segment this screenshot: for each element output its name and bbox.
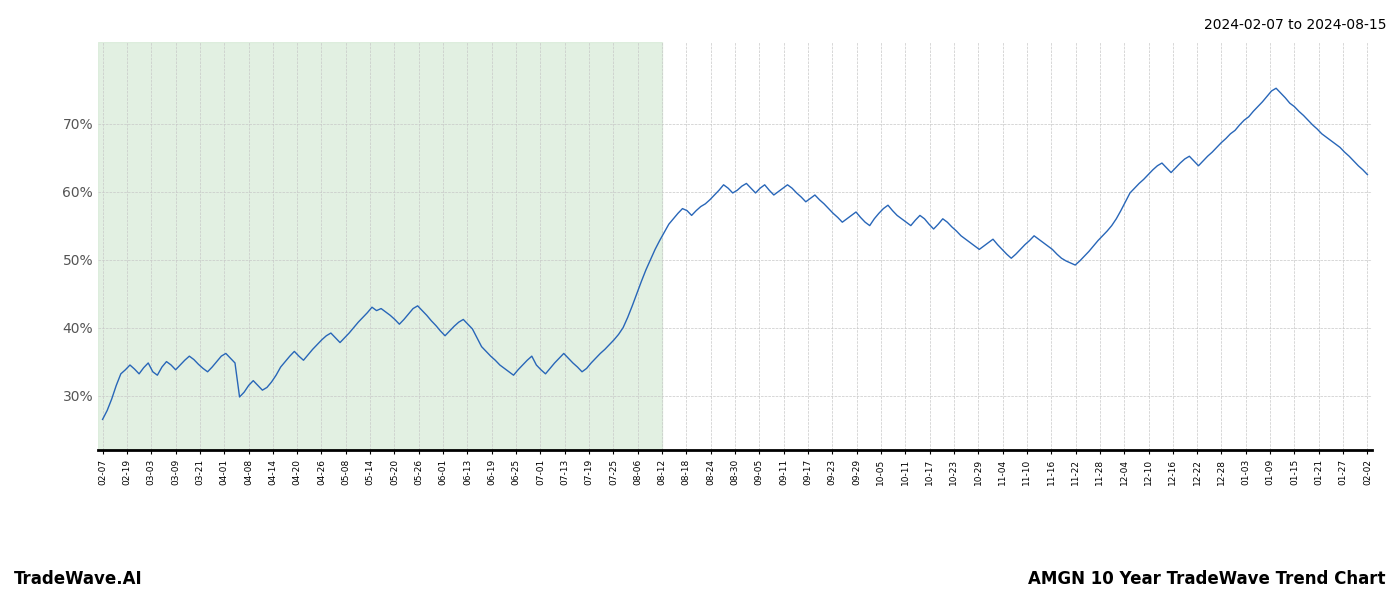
Bar	[98, 42, 662, 450]
Text: TradeWave.AI: TradeWave.AI	[14, 570, 143, 588]
Text: AMGN 10 Year TradeWave Trend Chart: AMGN 10 Year TradeWave Trend Chart	[1029, 570, 1386, 588]
Text: 2024-02-07 to 2024-08-15: 2024-02-07 to 2024-08-15	[1204, 18, 1386, 32]
